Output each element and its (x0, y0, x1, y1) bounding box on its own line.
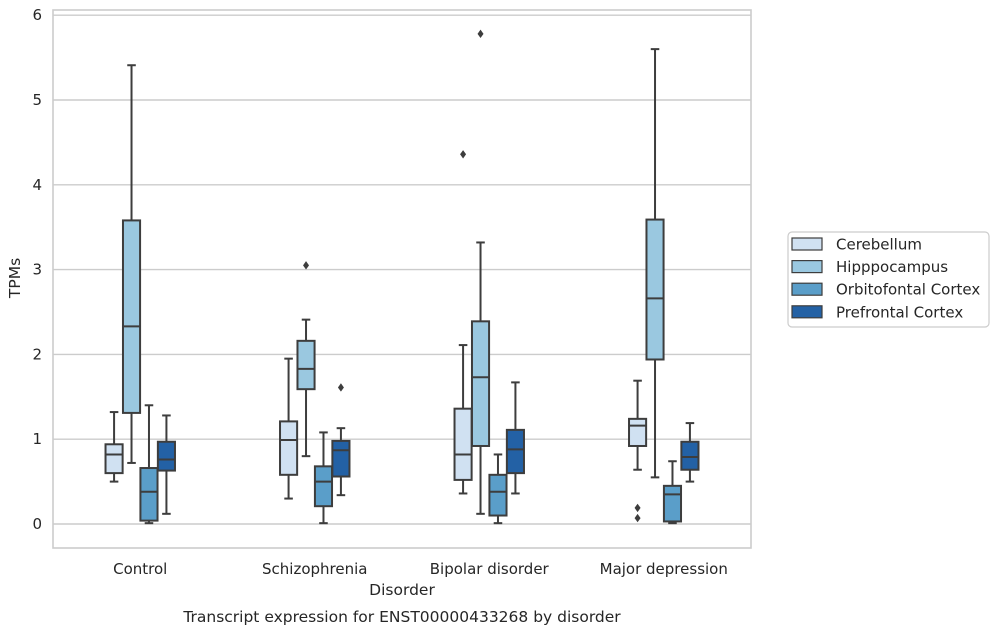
box-iqr (104, 443, 124, 475)
box-iqr (505, 428, 525, 475)
x-tick-labels: Control Schizophrenia Bipolar disorder Majo… (113, 560, 728, 578)
x-tick-label: Schizophrenia (262, 560, 367, 578)
legend-label: Hipppocampus (836, 258, 948, 276)
outlier-point (337, 383, 344, 392)
outlier-point (303, 261, 310, 270)
gridlines (53, 14, 751, 525)
box-iqr (331, 439, 351, 478)
x-tick-label: Control (113, 560, 167, 578)
box-iqr (296, 339, 316, 391)
box-iqr (680, 440, 700, 471)
chart-caption: Transcript expression for ENST0000043326… (182, 608, 621, 626)
box-iqr (279, 420, 299, 476)
x-axis-label: Disorder (369, 581, 435, 599)
box-1-1 (296, 261, 316, 458)
legend-label: Cerebellum (836, 236, 922, 254)
y-tick-label: 1 (32, 430, 42, 448)
box-iqr (313, 465, 334, 508)
y-tick-label: 2 (32, 345, 42, 363)
box-3-3 (680, 422, 700, 483)
y-tick-label: 0 (32, 515, 42, 533)
legend-swatch (791, 237, 823, 251)
box-iqr (662, 484, 683, 523)
box-2-2 (488, 453, 508, 525)
box-2-3 (662, 460, 683, 525)
legend-swatch (791, 282, 823, 296)
y-tick-label: 6 (32, 6, 42, 24)
box-3-2 (505, 381, 525, 495)
box-0-1 (279, 357, 299, 500)
boxes (104, 29, 700, 525)
legend-frame (787, 231, 990, 328)
outlier-point (460, 150, 467, 159)
plot-frame (52, 9, 752, 549)
x-tick-label: Bipolar disorder (430, 560, 550, 578)
box-3-1 (331, 383, 351, 497)
x-tick-label: Major depression (600, 560, 728, 578)
box-iqr (488, 473, 508, 517)
box-iqr (645, 218, 665, 361)
outlier-point (477, 29, 484, 39)
box-0-0 (104, 411, 124, 483)
box-iqr (470, 320, 491, 447)
box-1-0 (121, 64, 142, 464)
legend: Cerebellum Hipppocampus Orbitofontal Corte… (787, 231, 990, 328)
box-0-3 (628, 379, 648, 523)
y-tick-label: 4 (32, 176, 42, 194)
y-tick-label: 5 (32, 91, 42, 109)
box-0-2 (453, 150, 473, 495)
box-iqr (453, 407, 473, 481)
box-iqr (628, 417, 648, 447)
box-3-0 (156, 414, 176, 515)
legend-swatch (791, 260, 823, 274)
legend-swatch (791, 305, 823, 319)
box-iqr (121, 219, 142, 414)
box-iqr (156, 440, 176, 472)
box-2-0 (139, 404, 159, 525)
legend-label: Orbitofontal Cortex (836, 281, 980, 299)
box-iqr (139, 467, 159, 522)
outlier-point (634, 513, 641, 523)
y-axis-label: TPMs (6, 258, 24, 299)
box-2-1 (313, 431, 334, 525)
y-tick-labels: 0 1 2 3 4 5 6 (32, 6, 42, 533)
outlier-point (634, 503, 641, 513)
box-1-2 (470, 29, 491, 515)
box-1-3 (645, 48, 665, 479)
y-tick-label: 3 (32, 261, 42, 279)
legend-label: Prefrontal Cortex (836, 303, 963, 321)
